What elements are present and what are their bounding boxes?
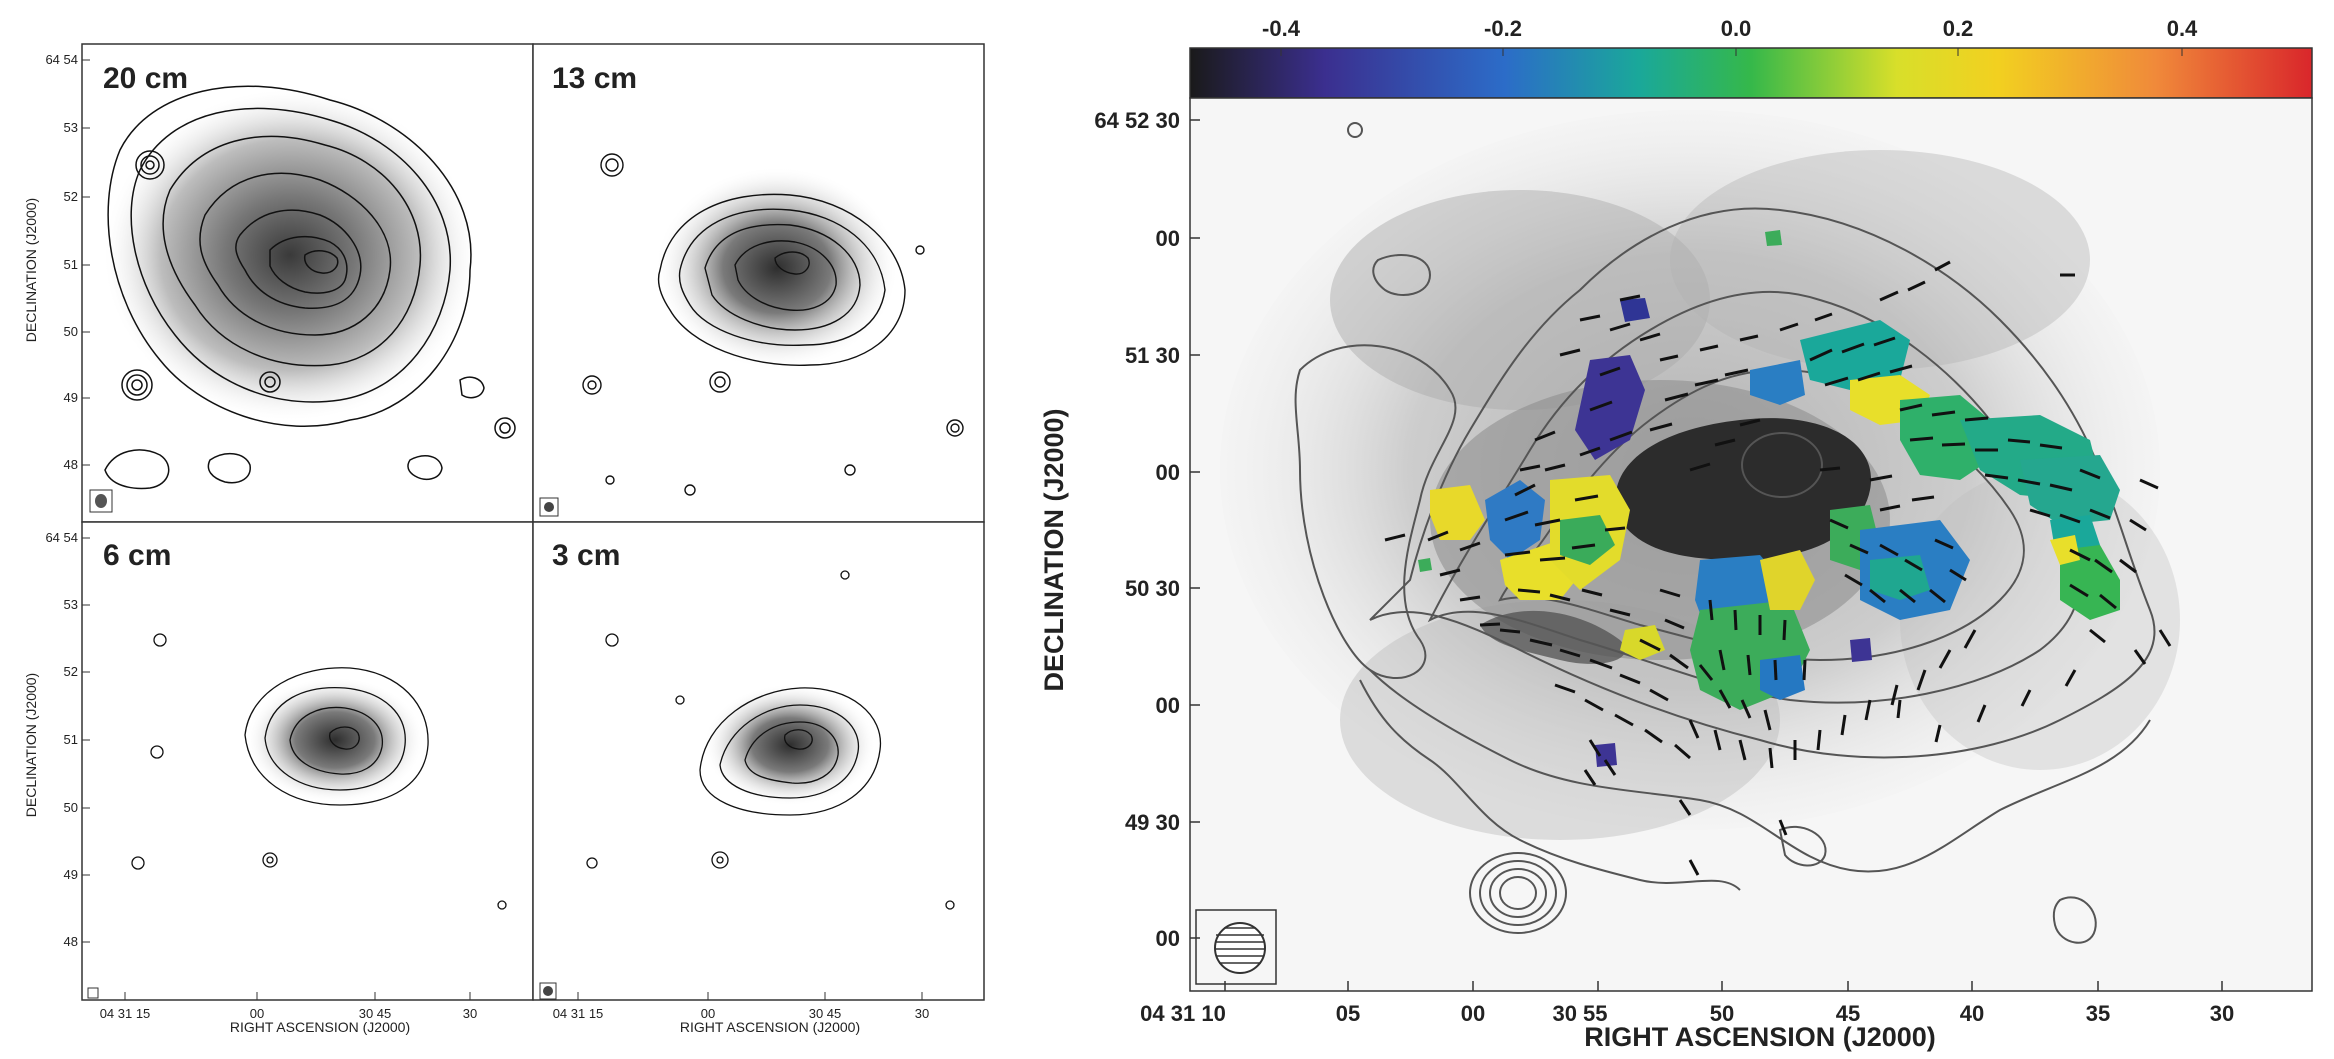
panel-20cm: 20 cm bbox=[81, 43, 534, 523]
xtick: 40 bbox=[1960, 1001, 1984, 1026]
x-axis-label: RIGHT ASCENSION (J2000) bbox=[1584, 1022, 1936, 1052]
panel-13cm: 13 cm bbox=[532, 43, 985, 523]
ytick: 49 bbox=[64, 867, 78, 882]
ytick: 49 30 bbox=[1125, 810, 1180, 835]
xtick: 04 31 15 bbox=[553, 1006, 604, 1021]
contour-set bbox=[131, 633, 507, 910]
y-axis-label: DECLINATION (J2000) bbox=[1039, 408, 1069, 691]
xtick: 30 bbox=[463, 1006, 477, 1021]
colorbar-tick: 0.2 bbox=[1943, 16, 1974, 41]
left-panels: 20 cm 13 cm bbox=[23, 43, 985, 1035]
xtick: 45 bbox=[1836, 1001, 1860, 1026]
contour-set bbox=[586, 570, 955, 910]
rm-patches bbox=[1418, 230, 2120, 767]
galaxy-core bbox=[1615, 418, 1872, 560]
ytick: 64 54 bbox=[45, 52, 78, 67]
xtick: 30 bbox=[915, 1006, 929, 1021]
ytick: 53 bbox=[64, 597, 78, 612]
beam-ellipse bbox=[1214, 922, 1266, 974]
ytick: 00 bbox=[1156, 226, 1180, 251]
ytick: 64 54 bbox=[45, 530, 78, 545]
xtick: 30 45 bbox=[809, 1006, 842, 1021]
contour-set bbox=[582, 153, 964, 496]
xtick: 30 bbox=[2210, 1001, 2234, 1026]
panel-3cm: 3 cm bbox=[532, 521, 985, 1001]
y-axis-label: DECLINATION (J2000) bbox=[23, 198, 39, 342]
xtick: 50 bbox=[1710, 1001, 1734, 1026]
panel-label-3cm: 3 cm bbox=[552, 539, 620, 572]
contour-set bbox=[104, 85, 516, 490]
x-axis-label: RIGHT ASCENSION (J2000) bbox=[680, 1019, 860, 1035]
ytick: 51 bbox=[64, 257, 78, 272]
ytick: 52 bbox=[64, 664, 78, 679]
ytick: 53 bbox=[64, 120, 78, 135]
galaxy-image bbox=[247, 678, 423, 802]
galaxy-image bbox=[705, 685, 875, 805]
galaxy-image bbox=[657, 168, 897, 368]
colorbar-tick: 0.0 bbox=[1721, 16, 1752, 41]
ytick: 48 bbox=[64, 457, 78, 472]
polarization-vectors bbox=[1384, 260, 2172, 876]
ytick: 52 bbox=[64, 189, 78, 204]
xtick: 00 bbox=[1461, 1001, 1485, 1026]
xtick: 35 bbox=[2086, 1001, 2110, 1026]
panel-label-13cm: 13 cm bbox=[552, 62, 637, 95]
galaxy-image bbox=[105, 90, 475, 420]
colorbar-tick: -0.4 bbox=[1262, 16, 1301, 41]
colorbar-tick: 0.4 bbox=[2167, 16, 2198, 41]
xtick: 00 bbox=[250, 1006, 264, 1021]
colorbar-tick: -0.2 bbox=[1484, 16, 1522, 41]
xtick: 05 bbox=[1336, 1001, 1360, 1026]
ytick: 00 bbox=[1156, 460, 1180, 485]
ytick: 00 bbox=[1156, 693, 1180, 718]
xtick: 04 31 10 bbox=[1140, 1001, 1226, 1026]
ytick: 49 bbox=[64, 390, 78, 405]
xtick: 04 31 15 bbox=[100, 1006, 151, 1021]
x-axis-label: RIGHT ASCENSION (J2000) bbox=[230, 1019, 410, 1035]
xtick: 30 45 bbox=[359, 1006, 392, 1021]
xtick: 00 bbox=[701, 1006, 715, 1021]
ytick: 50 bbox=[64, 800, 78, 815]
panel-6cm: 6 cm bbox=[81, 521, 534, 1001]
ytick: 50 bbox=[64, 324, 78, 339]
xtick: 30 55 bbox=[1552, 1001, 1607, 1026]
colorbar bbox=[1189, 47, 2313, 99]
ytick: 64 52 30 bbox=[1094, 108, 1180, 133]
panel-label-20cm: 20 cm bbox=[103, 62, 188, 95]
y-axis-label: DECLINATION (J2000) bbox=[23, 673, 39, 817]
ytick: 51 30 bbox=[1125, 343, 1180, 368]
panel-label-6cm: 6 cm bbox=[103, 539, 171, 572]
ytick: 00 bbox=[1156, 926, 1180, 951]
ytick: 48 bbox=[64, 934, 78, 949]
beam-box bbox=[1195, 909, 1277, 985]
ytick: 50 30 bbox=[1125, 576, 1180, 601]
right-map: -0.4 -0.2 0.0 0.2 0.4 bbox=[1039, 16, 2313, 1052]
ytick: 51 bbox=[64, 732, 78, 747]
